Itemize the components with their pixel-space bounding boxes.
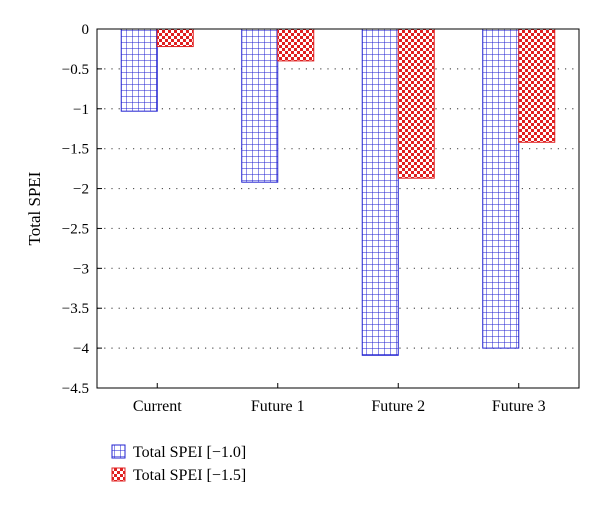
x-category-label: Future 2	[371, 398, 425, 415]
y-axis-title: Total SPEI	[25, 171, 44, 245]
bars	[120, 28, 556, 356]
y-tick-label: −3	[73, 261, 89, 277]
y-tick-label: −2	[73, 182, 89, 198]
bar-future-3-series-2	[518, 28, 556, 143]
bar-future-1-series-2	[277, 28, 315, 62]
y-tick-label: −3.5	[62, 301, 89, 317]
legend-label-series-1: Total SPEI [−1.0]	[133, 444, 246, 461]
bar-future-2-series-1	[361, 28, 399, 356]
legend: Total SPEI [−1.0] Total SPEI [−1.5]	[111, 444, 246, 484]
legend-swatch-series-1	[111, 444, 126, 459]
x-category-label: Future 1	[251, 398, 305, 415]
x-category-label: Future 3	[492, 398, 546, 415]
y-tick-label: −4.5	[62, 381, 89, 397]
y-tick-label: −2.5	[62, 221, 89, 237]
grid-lines	[97, 68, 579, 349]
y-tick-label: −0.5	[62, 62, 89, 78]
legend-label-series-2: Total SPEI [−1.5]	[133, 467, 246, 484]
y-tick-label: −4	[73, 341, 89, 357]
y-tick-label: −1.5	[62, 142, 89, 158]
plot-area-frame	[96, 28, 580, 389]
y-axis-ticks: 0 −0.5 −1 −1.5 −2 −2.5 −3 −3.5 −4 −4.5	[62, 22, 102, 397]
bar-future-3-series-1	[482, 28, 520, 349]
y-tick-label: 0	[82, 22, 90, 38]
x-category-label: Current	[133, 398, 182, 415]
bar-future-1-series-1	[241, 28, 279, 183]
bar-current-series-1	[120, 28, 158, 112]
y-tick-label: −1	[73, 102, 89, 118]
legend-swatch-series-2	[111, 467, 126, 482]
x-axis-categories: Current Future 1 Future 2 Future 3	[133, 383, 546, 415]
bar-future-2-series-2	[397, 28, 435, 179]
bar-current-series-2	[156, 28, 194, 48]
